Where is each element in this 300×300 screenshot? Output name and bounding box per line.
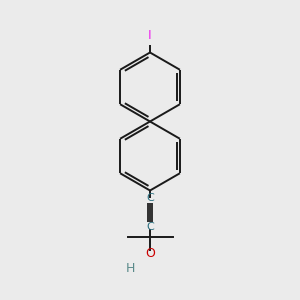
Text: C: C [146,193,154,203]
Text: H: H [126,262,135,275]
Text: I: I [148,29,152,42]
Text: O: O [145,247,155,260]
Text: C: C [146,222,154,232]
